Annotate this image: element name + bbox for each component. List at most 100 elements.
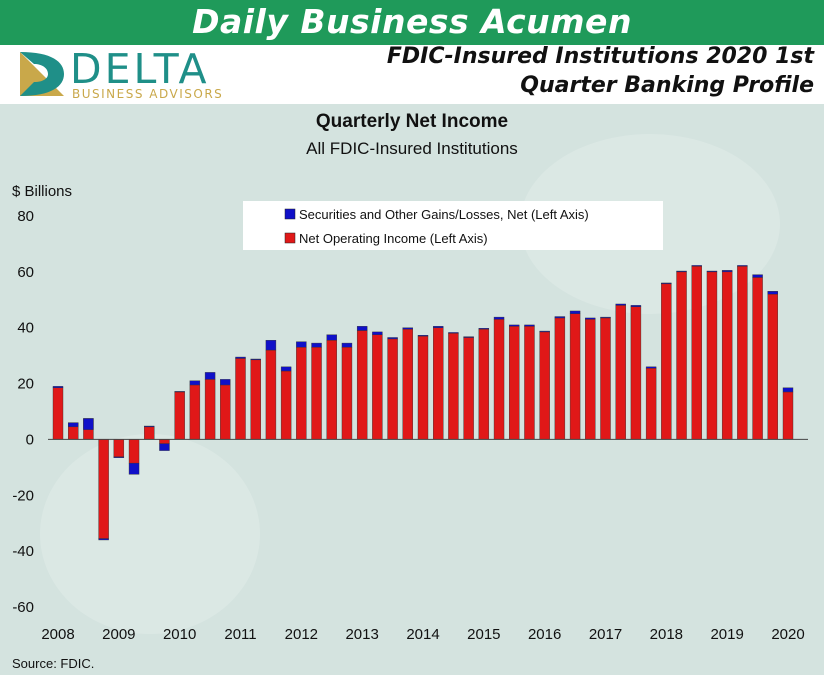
x-tick-label: 2017 — [589, 626, 622, 643]
y-tick-label: 40 — [17, 320, 34, 337]
bar-securities-gains — [554, 316, 566, 319]
bar-net-operating-income — [676, 271, 687, 440]
y-tick-label: 0 — [26, 431, 34, 448]
bar-net-operating-income — [220, 384, 231, 440]
bar-net-operating-income — [737, 266, 748, 440]
bar-net-operating-income — [113, 439, 125, 458]
bar-securities-gains — [356, 326, 368, 331]
bar-securities-gains — [706, 270, 718, 273]
bar-net-operating-income — [615, 305, 626, 440]
chart-title: Quarterly Net Income — [316, 111, 508, 132]
bar-net-operating-income — [782, 391, 794, 440]
x-tick-label: 2013 — [345, 626, 378, 643]
bar-net-operating-income — [509, 326, 520, 440]
bar-securities-gains — [569, 310, 581, 314]
bar-securities-gains — [478, 328, 490, 330]
y-axis: 80 60 40 20 0 -20 -40 -60 — [12, 208, 34, 616]
bar-net-operating-income — [387, 338, 398, 440]
bar-net-operating-income — [569, 313, 581, 440]
bar-securities-gains — [402, 327, 413, 330]
bar-net-operating-income — [493, 319, 505, 440]
delta-logo-icon — [20, 52, 64, 96]
source-note: Source: FDIC. — [12, 656, 94, 671]
x-tick-label: 2010 — [163, 626, 196, 643]
bar-net-operating-income — [265, 349, 277, 440]
bar-securities-gains — [113, 456, 125, 458]
bar-securities-gains — [661, 282, 672, 285]
x-tick-label: 2020 — [771, 626, 804, 643]
bar-net-operating-income — [402, 328, 413, 440]
bar-net-operating-income — [585, 319, 596, 440]
bar-net-operating-income — [174, 391, 185, 440]
y-tick-label: 80 — [17, 208, 34, 225]
banner-title: Daily Business Acumen — [192, 2, 632, 41]
bar-net-operating-income — [661, 282, 672, 440]
bar-securities-gains — [83, 418, 94, 430]
brand-name: DELTA — [70, 45, 210, 93]
bar-net-operating-income — [52, 387, 64, 440]
bar-securities-gains — [509, 324, 520, 327]
bar-securities-gains — [417, 335, 429, 337]
bar-securities-gains — [493, 316, 505, 320]
legend-swatch-net-operating-income — [284, 232, 296, 244]
bar-securities-gains — [767, 291, 778, 295]
legend: Securities and Other Gains/Losses, Net (… — [243, 201, 663, 250]
x-tick-label: 2019 — [710, 626, 743, 643]
bar-net-operating-income — [645, 368, 657, 440]
bar-net-operating-income — [463, 337, 474, 440]
bar-securities-gains — [52, 386, 64, 388]
bar-securities-gains — [463, 336, 474, 338]
bar-net-operating-income — [326, 340, 337, 440]
bar-securities-gains — [387, 337, 398, 340]
bars — [52, 265, 794, 541]
x-tick-label: 2015 — [467, 626, 500, 643]
bar-securities-gains — [250, 358, 261, 361]
chart-subtitle: All FDIC-Insured Institutions — [306, 139, 518, 158]
bar-securities-gains — [144, 425, 155, 428]
bar-net-operating-income — [296, 347, 307, 440]
bar-net-operating-income — [204, 379, 216, 440]
bar-securities-gains — [326, 334, 337, 341]
x-tick-label: 2009 — [102, 626, 135, 643]
bar-net-operating-income — [752, 277, 763, 440]
bar-securities-gains — [159, 443, 170, 451]
bar-securities-gains — [189, 380, 201, 386]
brand-header — [0, 45, 824, 104]
x-tick-label: 2008 — [41, 626, 74, 643]
legend-label-securities: Securities and Other Gains/Losses, Net (… — [299, 207, 589, 222]
bar-securities-gains — [600, 316, 611, 319]
bar-securities-gains — [448, 332, 459, 334]
bar-net-operating-income — [98, 439, 109, 539]
bar-net-operating-income — [691, 266, 702, 440]
bar-net-operating-income — [280, 370, 292, 440]
bar-net-operating-income — [356, 330, 368, 440]
page-title-line-2: Quarter Banking Profile — [520, 73, 814, 98]
x-tick-label: 2012 — [285, 626, 318, 643]
bar-net-operating-income — [144, 426, 155, 440]
bar-net-operating-income — [448, 333, 459, 440]
brand-tagline: BUSINESS ADVISORS — [72, 87, 224, 101]
x-tick-label: 2014 — [406, 626, 439, 643]
bar-net-operating-income — [341, 347, 353, 440]
bar-securities-gains — [645, 366, 657, 369]
bar-net-operating-income — [630, 306, 642, 440]
bar-securities-gains — [630, 305, 642, 307]
bar-securities-gains — [721, 270, 733, 273]
bar-securities-gains — [311, 342, 322, 348]
y-tick-label: 20 — [17, 376, 34, 393]
page-title-line-1: FDIC-Insured Institutions 2020 1st — [386, 44, 814, 69]
bar-securities-gains — [737, 265, 748, 267]
x-tick-label: 2011 — [224, 626, 256, 643]
legend-box — [243, 201, 663, 250]
background-decoration — [40, 434, 260, 634]
bar-securities-gains — [752, 274, 763, 278]
bar-net-operating-income — [767, 291, 778, 440]
bar-net-operating-income — [433, 327, 444, 440]
x-tick-label: 2016 — [528, 626, 561, 643]
bar-net-operating-income — [524, 326, 535, 440]
bar-securities-gains — [676, 270, 687, 273]
bar-securities-gains — [372, 331, 383, 335]
bar-net-operating-income — [721, 270, 733, 440]
x-tick-label: 2018 — [650, 626, 683, 643]
